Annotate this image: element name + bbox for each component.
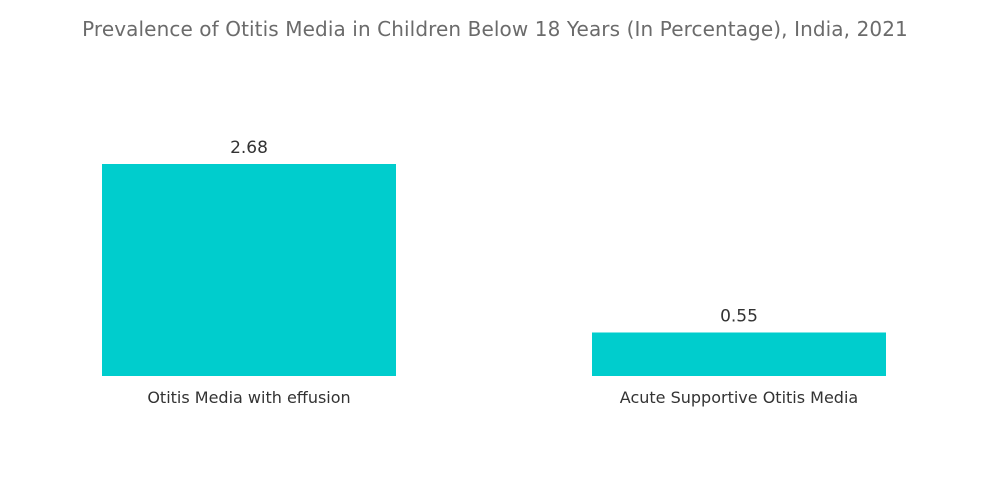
labels-layer: 2.68 Otitis Media with effusion 0.55 Acute … xyxy=(147,138,858,407)
data-label-1: 2.68 xyxy=(230,138,268,158)
data-label-2: 0.55 xyxy=(720,306,758,326)
category-label-1: Otitis Media with effusion xyxy=(147,388,350,407)
bar-2 xyxy=(592,332,886,376)
bar-1 xyxy=(102,164,396,376)
category-label-2: Acute Supportive Otitis Media xyxy=(620,388,858,407)
chart-title: Prevalence of Otitis Media in Children B… xyxy=(82,17,908,41)
bars-layer xyxy=(102,164,886,376)
